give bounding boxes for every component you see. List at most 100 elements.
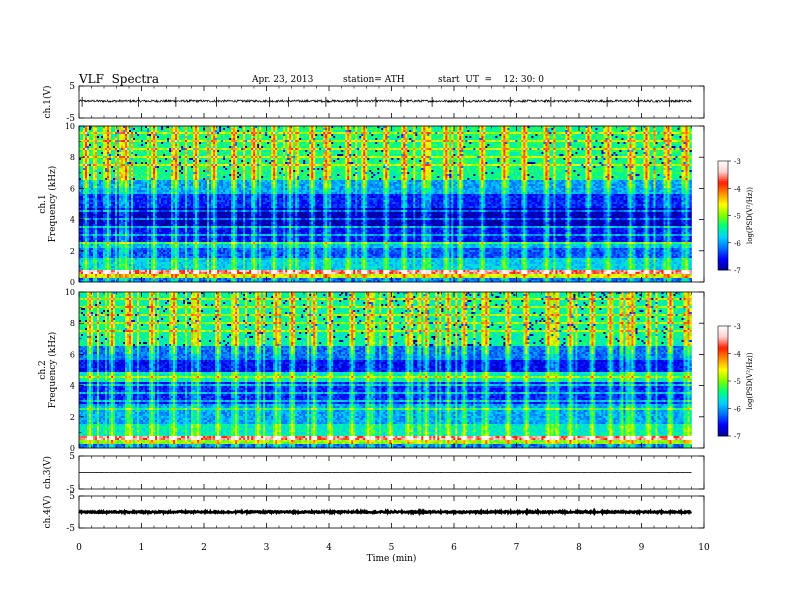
spectrogram-cell: [571, 138, 573, 140]
spectrogram-cell: [181, 132, 183, 134]
spectrogram-cell: [181, 128, 183, 130]
spectrogram-cell: [371, 138, 373, 140]
spectrogram-cell: [195, 138, 197, 140]
spectrogram-cell: [403, 136, 405, 138]
spectrogram-cell: [361, 128, 363, 130]
spectrogram-cell: [283, 130, 285, 132]
spectrogram-cell: [423, 136, 425, 138]
spectrogram-cell: [145, 128, 147, 130]
spectrogram-cell: [535, 138, 537, 140]
spectrogram-cell: [191, 140, 193, 142]
spectrogram-cell: [279, 136, 281, 138]
spectrogram-cell: [207, 130, 209, 132]
spectrogram-cell: [686, 134, 688, 136]
spectrogram-cell: [275, 132, 277, 134]
spectrogram-cell: [607, 128, 609, 130]
spectrogram-cell: [623, 130, 625, 132]
spectrogram-cell: [253, 138, 255, 140]
spectrogram-cell: [567, 130, 569, 132]
spectrogram-cell: [361, 138, 363, 140]
spectrogram-cell: [351, 138, 353, 140]
spectrogram-cell: [281, 128, 283, 130]
spectrogram-cell: [319, 140, 321, 142]
spectrogram-cell: [277, 134, 279, 136]
spectrogram-cell: [675, 136, 677, 138]
spectrogram-cell: [141, 132, 143, 134]
spectrogram-cell: [167, 130, 169, 132]
spectrogram-cell: [555, 132, 557, 134]
spectrogram-cell: [249, 140, 251, 142]
spectrogram-cell: [499, 130, 501, 132]
spectrogram-cell: [113, 130, 115, 132]
spectrogram-cell: [599, 128, 601, 130]
spectrogram-cell: [653, 136, 655, 138]
spectrogram-cell: [205, 140, 207, 142]
spectrogram-cell: [683, 130, 685, 132]
spectrogram-cell: [545, 136, 547, 138]
spectrogram-cell: [513, 132, 515, 134]
spectrogram-cell: [655, 134, 657, 136]
spectrogram-cell: [171, 138, 173, 140]
spectrogram-cell: [686, 130, 688, 132]
spectrogram-cell: [517, 132, 519, 134]
spectrogram-cell: [313, 130, 315, 132]
spectrogram-cell: [139, 130, 141, 132]
spectrogram-cell: [175, 132, 177, 134]
spectrogram-cell: [143, 136, 145, 138]
spectrogram-cell: [275, 140, 277, 142]
spectrogram-cell: [351, 134, 353, 136]
spectrogram-cell: [201, 140, 203, 142]
spectrogram-cell: [219, 132, 221, 134]
spectrogram-cell: [511, 128, 513, 130]
spectrogram-cell: [521, 136, 523, 138]
spectrogram-cell: [531, 136, 533, 138]
spectrogram-cell: [261, 130, 263, 132]
spectrogram-cell: [481, 136, 483, 138]
spectrogram-cell: [621, 132, 623, 134]
spectrogram-cell: [467, 130, 469, 132]
spectrogram-cell: [537, 130, 539, 132]
spectrogram-cell: [491, 136, 493, 138]
spectrogram-cell: [253, 130, 255, 132]
spectrogram-cell: [187, 128, 189, 130]
spectrogram-cell: [117, 134, 119, 136]
spectrogram-cell: [381, 130, 383, 132]
spectrogram-cell: [611, 136, 613, 138]
spectrogram-cell: [545, 134, 547, 136]
spectrogram-cell: [299, 132, 301, 134]
spectrogram-cell: [275, 136, 277, 138]
spectrogram-cell: [359, 130, 361, 132]
spectrogram-cell: [143, 132, 145, 134]
spectrogram-cell: [245, 132, 247, 134]
spectrogram-cell: [343, 136, 345, 138]
spectrogram-cell: [679, 136, 681, 138]
spectrogram-cell: [311, 128, 313, 130]
spectrogram-cell: [511, 136, 513, 138]
spectrogram-cell: [269, 132, 271, 134]
spectrogram-cell: [555, 138, 557, 140]
spectrogram-cell: [629, 130, 631, 132]
spectrogram-cell: [365, 136, 367, 138]
spectrogram-cell: [577, 132, 579, 134]
spectrogram-cell: [149, 140, 151, 142]
spectrogram-cell: [189, 128, 191, 130]
figure: 5-5ch.1(V)0246810ch.1 Frequency (kHz)-3-4…: [0, 0, 792, 612]
spectrogram-cell: [267, 128, 269, 130]
spectrogram-cell: [577, 134, 579, 136]
spectrogram-cell: [211, 134, 213, 136]
spectrogram-cell: [111, 128, 113, 130]
spectrogram-cell: [583, 134, 585, 136]
spectrogram-cell: [109, 134, 111, 136]
spectrogram-cell: [399, 136, 401, 138]
spectrogram-cell: [585, 130, 587, 132]
spectrogram-cell: [221, 140, 223, 142]
spectrogram-cell: [107, 132, 109, 134]
spectrogram-cell: [201, 132, 203, 134]
spectrogram-cell: [613, 130, 615, 132]
spectrogram-cell: [335, 132, 337, 134]
spectrogram-cell: [305, 128, 307, 130]
spectrogram-cell: [647, 128, 649, 130]
spectrogram-cell: [293, 130, 295, 132]
spectrogram-cell: [231, 132, 233, 134]
spectrogram-cell: [347, 130, 349, 132]
